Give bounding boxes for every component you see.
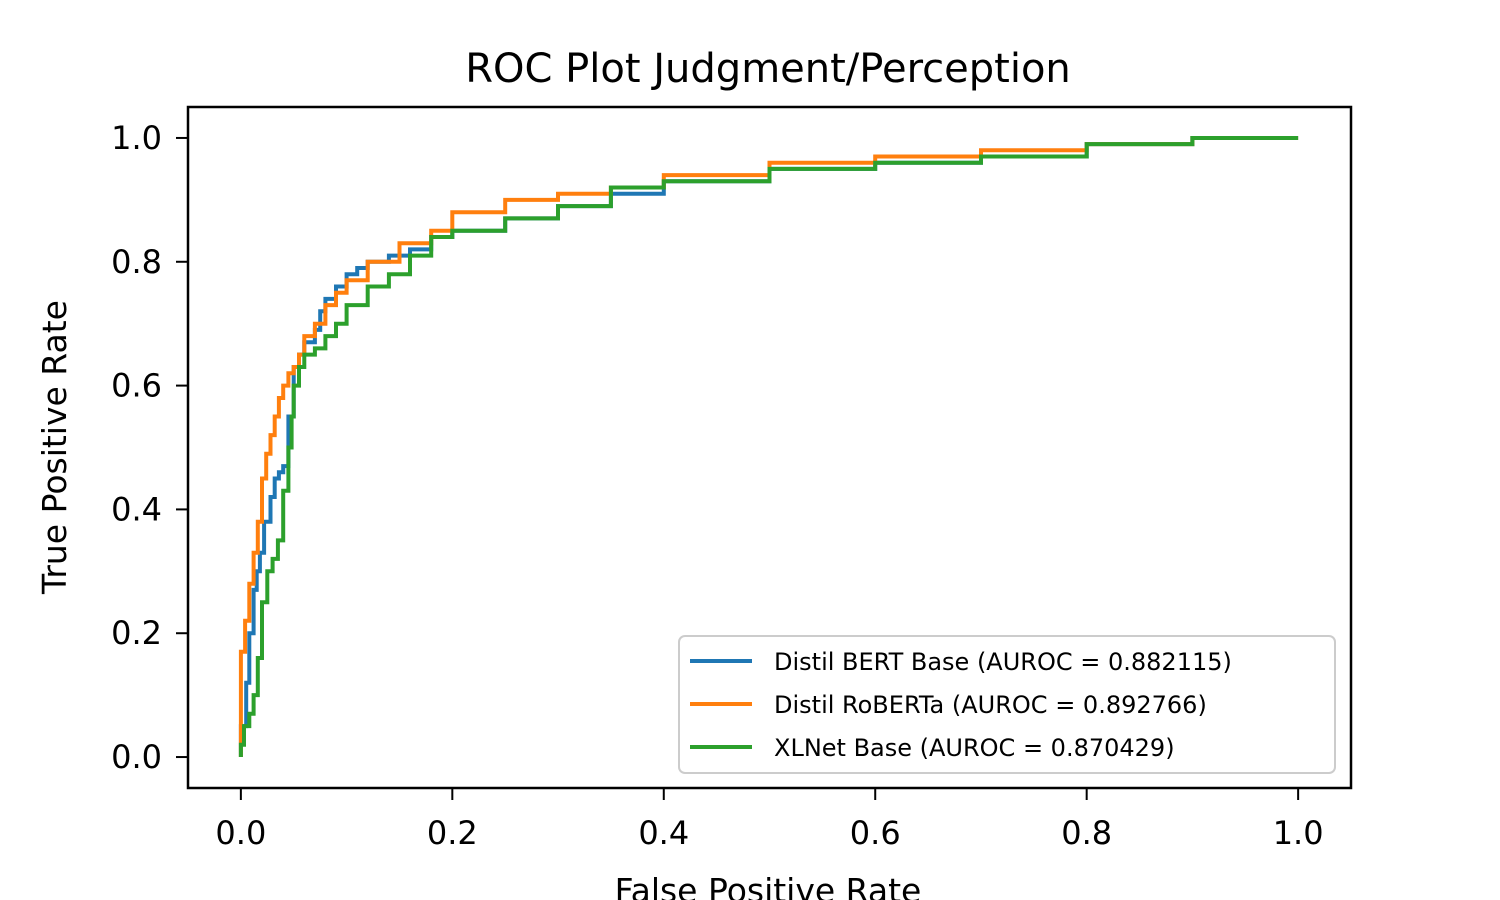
series-lines <box>238 136 1299 757</box>
x-tick-label: 0.4 <box>638 814 689 852</box>
y-tick-label: 0.2 <box>111 614 162 652</box>
y-axis-ticks: 0.0 0.2 0.4 0.6 0.8 1.0 <box>111 119 188 776</box>
y-tick-label: 0.8 <box>111 243 162 281</box>
x-axis-title: False Positive Rate <box>615 871 922 900</box>
x-tick-label: 0.8 <box>1061 814 1112 852</box>
x-tick-label: 0.6 <box>850 814 901 852</box>
chart-title: ROC Plot Judgment/Perception <box>465 46 1071 92</box>
legend: Distil BERT Base (AUROC = 0.882115) Disti… <box>678 635 1336 774</box>
x-tick-label: 0.2 <box>427 814 478 852</box>
x-axis-ticks: 0.0 0.2 0.4 0.6 0.8 1.0 <box>215 788 1324 852</box>
x-tick-label: 0.0 <box>215 814 266 852</box>
y-tick-label: 0.4 <box>111 490 162 528</box>
y-axis-title: True Positive Rate <box>35 300 74 595</box>
legend-label-2: Distil RoBERTa (AUROC = 0.892766) <box>774 691 1207 719</box>
y-tick-label: 0.6 <box>111 367 162 405</box>
legend-label-1: Distil BERT Base (AUROC = 0.882115) <box>774 648 1232 676</box>
series-line-2 <box>238 136 1299 757</box>
series-line-3 <box>238 136 1299 757</box>
legend-label-3: XLNet Base (AUROC = 0.870429) <box>774 734 1175 762</box>
y-tick-label: 1.0 <box>111 119 162 157</box>
y-tick-label: 0.0 <box>111 738 162 776</box>
legend-box <box>678 635 1336 774</box>
x-tick-label: 1.0 <box>1273 814 1324 852</box>
plot-area-frame <box>186 105 1353 790</box>
